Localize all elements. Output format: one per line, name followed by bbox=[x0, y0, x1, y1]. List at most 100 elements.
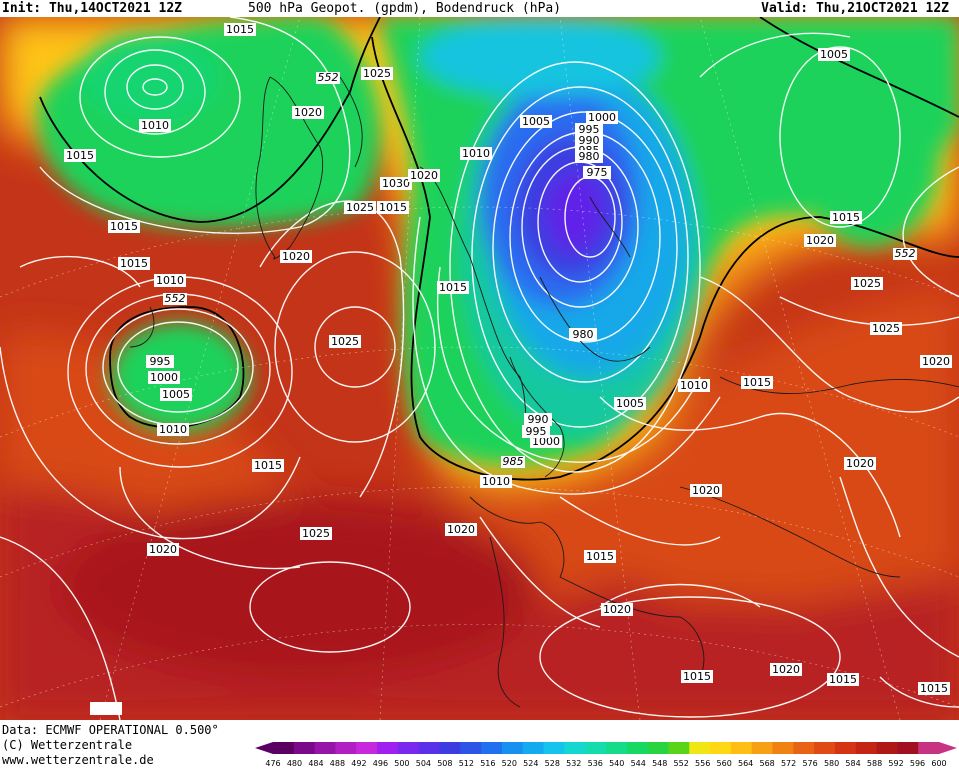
svg-text:1010: 1010 bbox=[680, 379, 708, 392]
colorbar-swatch bbox=[689, 742, 711, 754]
colorbar-swatch bbox=[855, 742, 878, 754]
svg-text:1010: 1010 bbox=[462, 147, 490, 160]
colorbar-swatch bbox=[314, 742, 336, 754]
isobar-labels: 1015 1010 1015 1025 1020 1030 1025 1015 … bbox=[64, 23, 952, 715]
colorbar: 476 480 484 488 492 496 500 504 508 512 516 520 524 5… bbox=[255, 742, 957, 768]
colorbar-tick-label: 588 bbox=[867, 759, 882, 768]
colorbar-tick-label: 476 bbox=[265, 759, 280, 768]
svg-text:990: 990 bbox=[528, 413, 549, 426]
colorbar-swatch bbox=[814, 742, 836, 754]
svg-text:1015: 1015 bbox=[743, 376, 771, 389]
svg-text:1020: 1020 bbox=[692, 484, 720, 497]
colorbar-swatch bbox=[418, 742, 440, 754]
svg-text:1010: 1010 bbox=[156, 274, 184, 287]
map-title: 500 hPa Geopot. (gpdm), Bodendruck (hPa) bbox=[248, 1, 562, 16]
weather-map: 552 552 985 552 552 1015 1010 1015 1025 … bbox=[0, 17, 959, 720]
colorbar-tick-label: 516 bbox=[480, 759, 495, 768]
svg-text:552: 552 bbox=[895, 247, 916, 260]
colorbar-swatch bbox=[460, 742, 482, 754]
colorbar-left-arrow bbox=[255, 742, 273, 754]
colorbar-tick-label: 596 bbox=[910, 759, 925, 768]
svg-text:1015: 1015 bbox=[379, 201, 407, 214]
svg-text:1020: 1020 bbox=[603, 603, 631, 616]
svg-text:1005: 1005 bbox=[616, 397, 644, 410]
svg-text:1015: 1015 bbox=[920, 682, 948, 695]
svg-text:1015: 1015 bbox=[829, 673, 857, 686]
colorbar-swatch bbox=[335, 742, 357, 754]
svg-text:975: 975 bbox=[587, 166, 608, 179]
svg-text:1000: 1000 bbox=[532, 435, 560, 448]
svg-text:1015: 1015 bbox=[254, 459, 282, 472]
colorbar-swatch bbox=[730, 742, 753, 754]
valid-time: Valid: Thu,21OCT2021 12Z bbox=[761, 1, 949, 16]
svg-text:985: 985 bbox=[503, 455, 524, 468]
map-header: Init: Thu,14OCT2021 12Z 500 hPa Geopot. … bbox=[0, 0, 959, 17]
colorbar-swatch bbox=[397, 742, 420, 754]
colorbar-swatch bbox=[439, 742, 461, 754]
colorbar-swatch bbox=[876, 742, 898, 754]
svg-text:1015: 1015 bbox=[832, 211, 860, 224]
svg-text:995: 995 bbox=[579, 123, 600, 136]
geopotential-field bbox=[0, 17, 959, 720]
init-time: Init: Thu,14OCT2021 12Z bbox=[2, 1, 183, 16]
svg-text:1015: 1015 bbox=[683, 670, 711, 683]
svg-text:1025: 1025 bbox=[346, 201, 374, 214]
colorbar-swatch bbox=[897, 742, 919, 754]
svg-text:1020: 1020 bbox=[282, 250, 310, 263]
colorbar-swatch bbox=[606, 742, 628, 754]
svg-text:1015: 1015 bbox=[586, 550, 614, 563]
colorbar-swatch bbox=[751, 742, 773, 754]
svg-text:1020: 1020 bbox=[806, 234, 834, 247]
svg-text:980: 980 bbox=[573, 328, 594, 341]
colorbar-tick-label: 564 bbox=[738, 759, 753, 768]
contour-552 bbox=[39, 17, 959, 481]
svg-text:1010: 1010 bbox=[141, 119, 169, 132]
svg-text:1005: 1005 bbox=[820, 48, 848, 61]
colorbar-swatch bbox=[293, 742, 316, 754]
colorbar-tick-label: 556 bbox=[695, 759, 710, 768]
website-link[interactable]: www.wetterzentrale.de bbox=[2, 753, 154, 767]
svg-text:995: 995 bbox=[526, 425, 547, 438]
svg-text:1025: 1025 bbox=[872, 322, 900, 335]
svg-text:1020: 1020 bbox=[447, 523, 475, 536]
copyright: (C) Wetterzentrale bbox=[2, 738, 133, 752]
svg-text:1025: 1025 bbox=[331, 335, 359, 348]
svg-text:1030: 1030 bbox=[382, 177, 410, 190]
colorbar-tick-label: 576 bbox=[802, 759, 817, 768]
svg-text:1020: 1020 bbox=[846, 457, 874, 470]
graticule bbox=[0, 17, 959, 720]
colorbar-tick-label: 508 bbox=[437, 759, 452, 768]
colorbar-swatch bbox=[772, 742, 794, 754]
colorbar-swatch bbox=[585, 742, 607, 754]
colorbar-swatch bbox=[647, 742, 669, 754]
svg-text:1005: 1005 bbox=[162, 388, 190, 401]
colorbar-tick-label: 548 bbox=[652, 759, 667, 768]
svg-text:1015: 1015 bbox=[110, 220, 138, 233]
colorbar-tick-label: 540 bbox=[609, 759, 624, 768]
svg-text:1025: 1025 bbox=[363, 67, 391, 80]
svg-text:1020: 1020 bbox=[922, 355, 950, 368]
colorbar-tick-label: 496 bbox=[373, 759, 388, 768]
svg-text:1005: 1005 bbox=[522, 115, 550, 128]
colorbar-swatch bbox=[522, 742, 545, 754]
colorbar-swatch bbox=[626, 742, 649, 754]
svg-text:995: 995 bbox=[150, 355, 171, 368]
colorbar-tick-label: 580 bbox=[824, 759, 839, 768]
colorbar-tick-label: 480 bbox=[287, 759, 302, 768]
contour-552-labels: 552 552 985 552 552 bbox=[163, 71, 917, 468]
data-source: Data: ECMWF OPERATIONAL 0.500° bbox=[2, 723, 219, 737]
colorbar-tick-label: 520 bbox=[502, 759, 517, 768]
colorbar-swatch bbox=[918, 742, 940, 754]
colorbar-tick-label: 552 bbox=[674, 759, 689, 768]
svg-text:1015: 1015 bbox=[66, 149, 94, 162]
colorbar-tick-label: 532 bbox=[566, 759, 581, 768]
svg-text:1000: 1000 bbox=[588, 111, 616, 124]
svg-text:1015: 1015 bbox=[439, 281, 467, 294]
svg-text:1015: 1015 bbox=[120, 257, 148, 270]
svg-text:1025: 1025 bbox=[853, 277, 881, 290]
svg-text:552: 552 bbox=[165, 292, 186, 305]
colorbar-swatch bbox=[377, 742, 399, 754]
svg-text:1020: 1020 bbox=[772, 663, 800, 676]
colorbar-tick-label: 484 bbox=[308, 759, 323, 768]
colorbar-swatch bbox=[668, 742, 690, 754]
